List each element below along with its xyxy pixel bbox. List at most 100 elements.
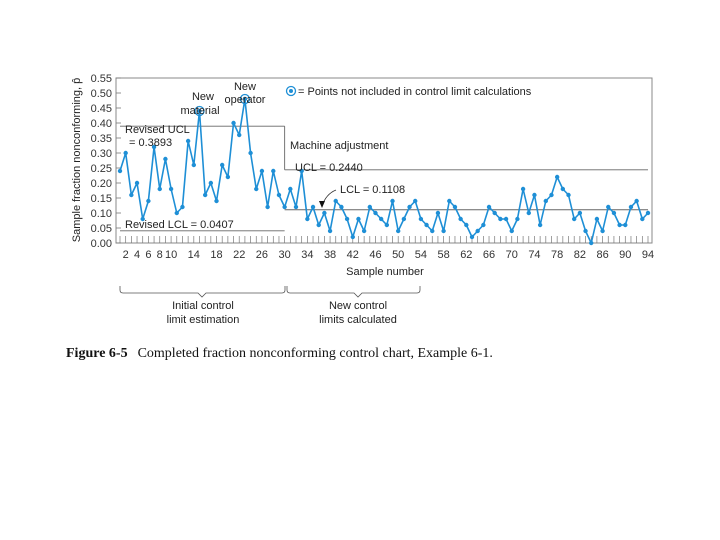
- data-point: [515, 216, 520, 222]
- data-point: [197, 108, 202, 114]
- new-control-label-2: limits calculated: [319, 314, 397, 326]
- new-operator-label-2: operator: [225, 94, 266, 106]
- x-tick-label: 74: [528, 249, 540, 261]
- x-tick-label: 78: [551, 249, 563, 261]
- x-tick-label: 54: [415, 249, 427, 261]
- data-point: [180, 204, 185, 210]
- data-point: [469, 234, 475, 240]
- y-tick-label: 0.05: [91, 223, 112, 235]
- y-tick-label: 0.55: [91, 73, 112, 85]
- y-tick-label: 0.10: [91, 208, 112, 220]
- data-point: [361, 228, 367, 234]
- data-point: [151, 144, 157, 150]
- data-point: [384, 222, 390, 228]
- data-point: [214, 198, 219, 204]
- figure-caption: Figure 6-5 Completed fraction nonconformi…: [66, 346, 686, 362]
- x-tick-label: 38: [324, 249, 336, 261]
- data-point: [174, 210, 179, 216]
- y-tick-label: 0.40: [91, 118, 112, 130]
- data-point: [503, 216, 509, 222]
- data-point: [634, 198, 639, 204]
- data-point: [202, 192, 208, 198]
- data-point: [237, 132, 242, 138]
- data-point: [185, 138, 191, 144]
- data-point: [543, 198, 549, 204]
- data-point: [310, 204, 316, 210]
- x-tick-label: 8: [157, 249, 163, 261]
- x-tick-label: 6: [145, 249, 151, 261]
- data-point: [248, 150, 253, 156]
- x-tick-label: 58: [437, 249, 449, 261]
- x-tick-label: 94: [642, 249, 654, 261]
- revised-lcl-label: Revised LCL = 0.0407: [125, 219, 234, 231]
- y-tick-label: 0.25: [91, 163, 112, 175]
- data-point: [333, 198, 338, 204]
- x-tick-label: 50: [392, 249, 404, 261]
- new-material-label-2: material: [180, 105, 219, 117]
- data-point: [322, 210, 327, 216]
- revised-ucl-label-1: Revised UCL: [125, 124, 190, 136]
- x-axis-ticks: 2 4 6 8 10 14 18 22 26 30 34 38 42 46 50 54 58 62 66 70 74 78…: [119, 236, 654, 261]
- x-tick-label: 66: [483, 249, 495, 261]
- x-tick-label: 2: [123, 249, 129, 261]
- data-point: [242, 96, 248, 102]
- data-point: [435, 210, 441, 216]
- data-point: [577, 210, 583, 216]
- data-point: [163, 156, 168, 162]
- ucl-label: UCL = 0.2440: [295, 162, 363, 174]
- data-point: [600, 228, 605, 234]
- x-tick-label: 26: [256, 249, 268, 261]
- data-point: [498, 216, 503, 222]
- data-point: [418, 216, 424, 222]
- data-point: [327, 228, 333, 234]
- data-point: [344, 216, 350, 222]
- data-point: [447, 198, 452, 204]
- data-point: [492, 210, 497, 216]
- new-control-label-1: New control: [329, 300, 387, 312]
- data-point: [554, 174, 560, 180]
- data-point: [640, 216, 645, 222]
- data-point: [305, 216, 310, 222]
- data-point: [594, 216, 600, 222]
- data-point: [231, 120, 236, 126]
- data-point: [424, 222, 429, 228]
- x-tick-label: 18: [210, 249, 222, 261]
- figure-number: Figure 6-5: [66, 346, 128, 361]
- data-point: [486, 204, 492, 210]
- data-point: [413, 198, 418, 204]
- y-axis-ticks: 0.00 0.05 0.10 0.15 0.20 0.25 0.30 0.35 0.40 0.45…: [91, 73, 121, 250]
- data-point: [458, 216, 463, 222]
- data-point: [611, 210, 617, 216]
- data-point: [373, 210, 378, 216]
- data-point: [265, 204, 270, 210]
- x-tick-label: 70: [506, 249, 518, 261]
- x-tick-label: 4: [134, 249, 140, 261]
- data-point: [288, 186, 293, 192]
- data-point: [537, 222, 543, 228]
- data-point: [208, 180, 214, 186]
- y-tick-label: 0.35: [91, 133, 112, 145]
- legend-marker-dot: [289, 89, 293, 93]
- x-tick-label: 46: [369, 249, 381, 261]
- x-tick-label: 86: [596, 249, 608, 261]
- data-point: [117, 168, 123, 174]
- x-tick-label: 82: [574, 249, 586, 261]
- data-point: [276, 192, 282, 198]
- data-point: [350, 234, 355, 240]
- legend-text: = Points not included in control limit c…: [298, 86, 532, 98]
- data-point: [509, 228, 514, 234]
- legend-excluded-marker: [285, 85, 297, 97]
- machine-adjustment-label: Machine adjustment: [290, 140, 388, 152]
- series-line-0: [119, 98, 649, 244]
- initial-control-brace: [119, 286, 286, 298]
- x-tick-label: 30: [279, 249, 291, 261]
- data-point: [316, 222, 321, 228]
- excluded-point-ring: [194, 105, 205, 117]
- data-point: [617, 222, 622, 228]
- data-point: [282, 204, 287, 210]
- data-point: [293, 204, 299, 210]
- data-point: [520, 186, 526, 192]
- data-point: [219, 162, 225, 168]
- x-tick-label: 34: [301, 249, 313, 261]
- lcl-arrow-head: [319, 201, 325, 208]
